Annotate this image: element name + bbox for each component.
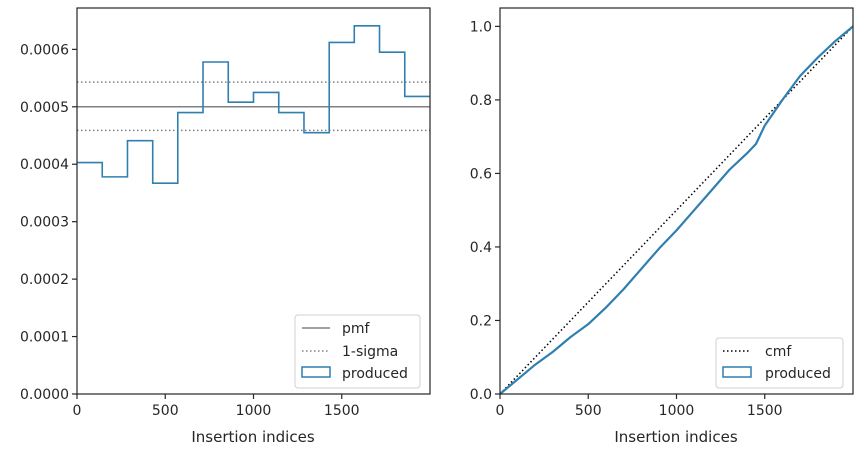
x-tick-label: 0	[496, 403, 505, 419]
left-x-ticks: 0 500 1000 1500	[73, 394, 360, 419]
histogram-bin	[127, 141, 152, 394]
y-tick-label: 0.0	[470, 387, 492, 403]
x-tick-label: 1000	[236, 403, 272, 419]
legend-pmf-label: pmf	[342, 321, 371, 337]
y-tick-label: 0.0002	[20, 272, 69, 288]
legend-produced-label: produced	[342, 366, 408, 382]
produced-cmf-line	[499, 25, 854, 395]
left-legend: pmf 1-sigma produced	[294, 314, 421, 389]
histogram-bin	[77, 163, 102, 394]
x-tick-label: 1000	[659, 403, 695, 419]
cmf-marks	[499, 25, 854, 395]
produced-histogram-outline	[77, 25, 430, 184]
histogram-bin	[178, 113, 203, 394]
histogram-marks	[77, 25, 430, 394]
legend-cmf-label: cmf	[765, 344, 792, 360]
y-tick-label: 0.0006	[20, 42, 69, 58]
y-tick-label: 1.0	[470, 19, 492, 35]
y-tick-label: 0.8	[470, 93, 492, 109]
right-plot-frame	[499, 7, 854, 395]
histogram-bin	[102, 177, 127, 394]
right-x-axis-label: Insertion indices	[614, 428, 737, 446]
histogram-bin	[203, 62, 228, 394]
x-tick-label: 500	[575, 403, 602, 419]
legend-produced-label-right: produced	[765, 366, 831, 382]
y-tick-label: 0.6	[470, 166, 492, 182]
right-legend: cmf produced	[715, 337, 844, 389]
left-legend-box	[294, 314, 421, 389]
y-tick-label: 0.4	[470, 240, 492, 256]
cmf-line	[499, 25, 854, 395]
cmf-chart: 0 500 1000 1500 0.0 0.2 0.4 0.6 0.8 1.0 Insertio…	[470, 7, 854, 446]
legend-1sigma-label: 1-sigma	[342, 344, 398, 360]
legend-produced-swatch	[301, 366, 331, 378]
right-y-ticks: 0.0 0.2 0.4 0.6 0.8 1.0	[470, 19, 500, 403]
histogram-bin	[153, 183, 178, 394]
histogram-chart: 0 500 1000 1500 0.00000.00010.00020.00030.0…	[20, 7, 431, 446]
x-tick-label: 1500	[747, 403, 783, 419]
left-y-ticks: 0.0000 0.0001 0.0002 0.0003 0.0004 0.0005 0.00…	[20, 42, 77, 403]
x-tick-label: 0	[73, 403, 82, 419]
histogram-bin	[254, 92, 279, 394]
legend-produced-swatch-right	[722, 366, 752, 378]
left-x-axis-label: Insertion indices	[191, 428, 314, 446]
y-tick-label: 0.0004	[20, 157, 69, 173]
histogram-bin	[228, 102, 253, 394]
x-tick-label: 1500	[324, 403, 360, 419]
x-tick-label: 500	[152, 403, 179, 419]
y-tick-label: 0.0000	[20, 387, 69, 403]
y-tick-label: 0.0003	[20, 215, 69, 231]
y-tick-label: 0.0001	[20, 330, 69, 346]
y-tick-label: 0.0005	[20, 100, 69, 116]
y-tick-label: 0.2	[470, 313, 492, 329]
right-x-ticks: 0 500 1000 1500	[496, 394, 783, 419]
